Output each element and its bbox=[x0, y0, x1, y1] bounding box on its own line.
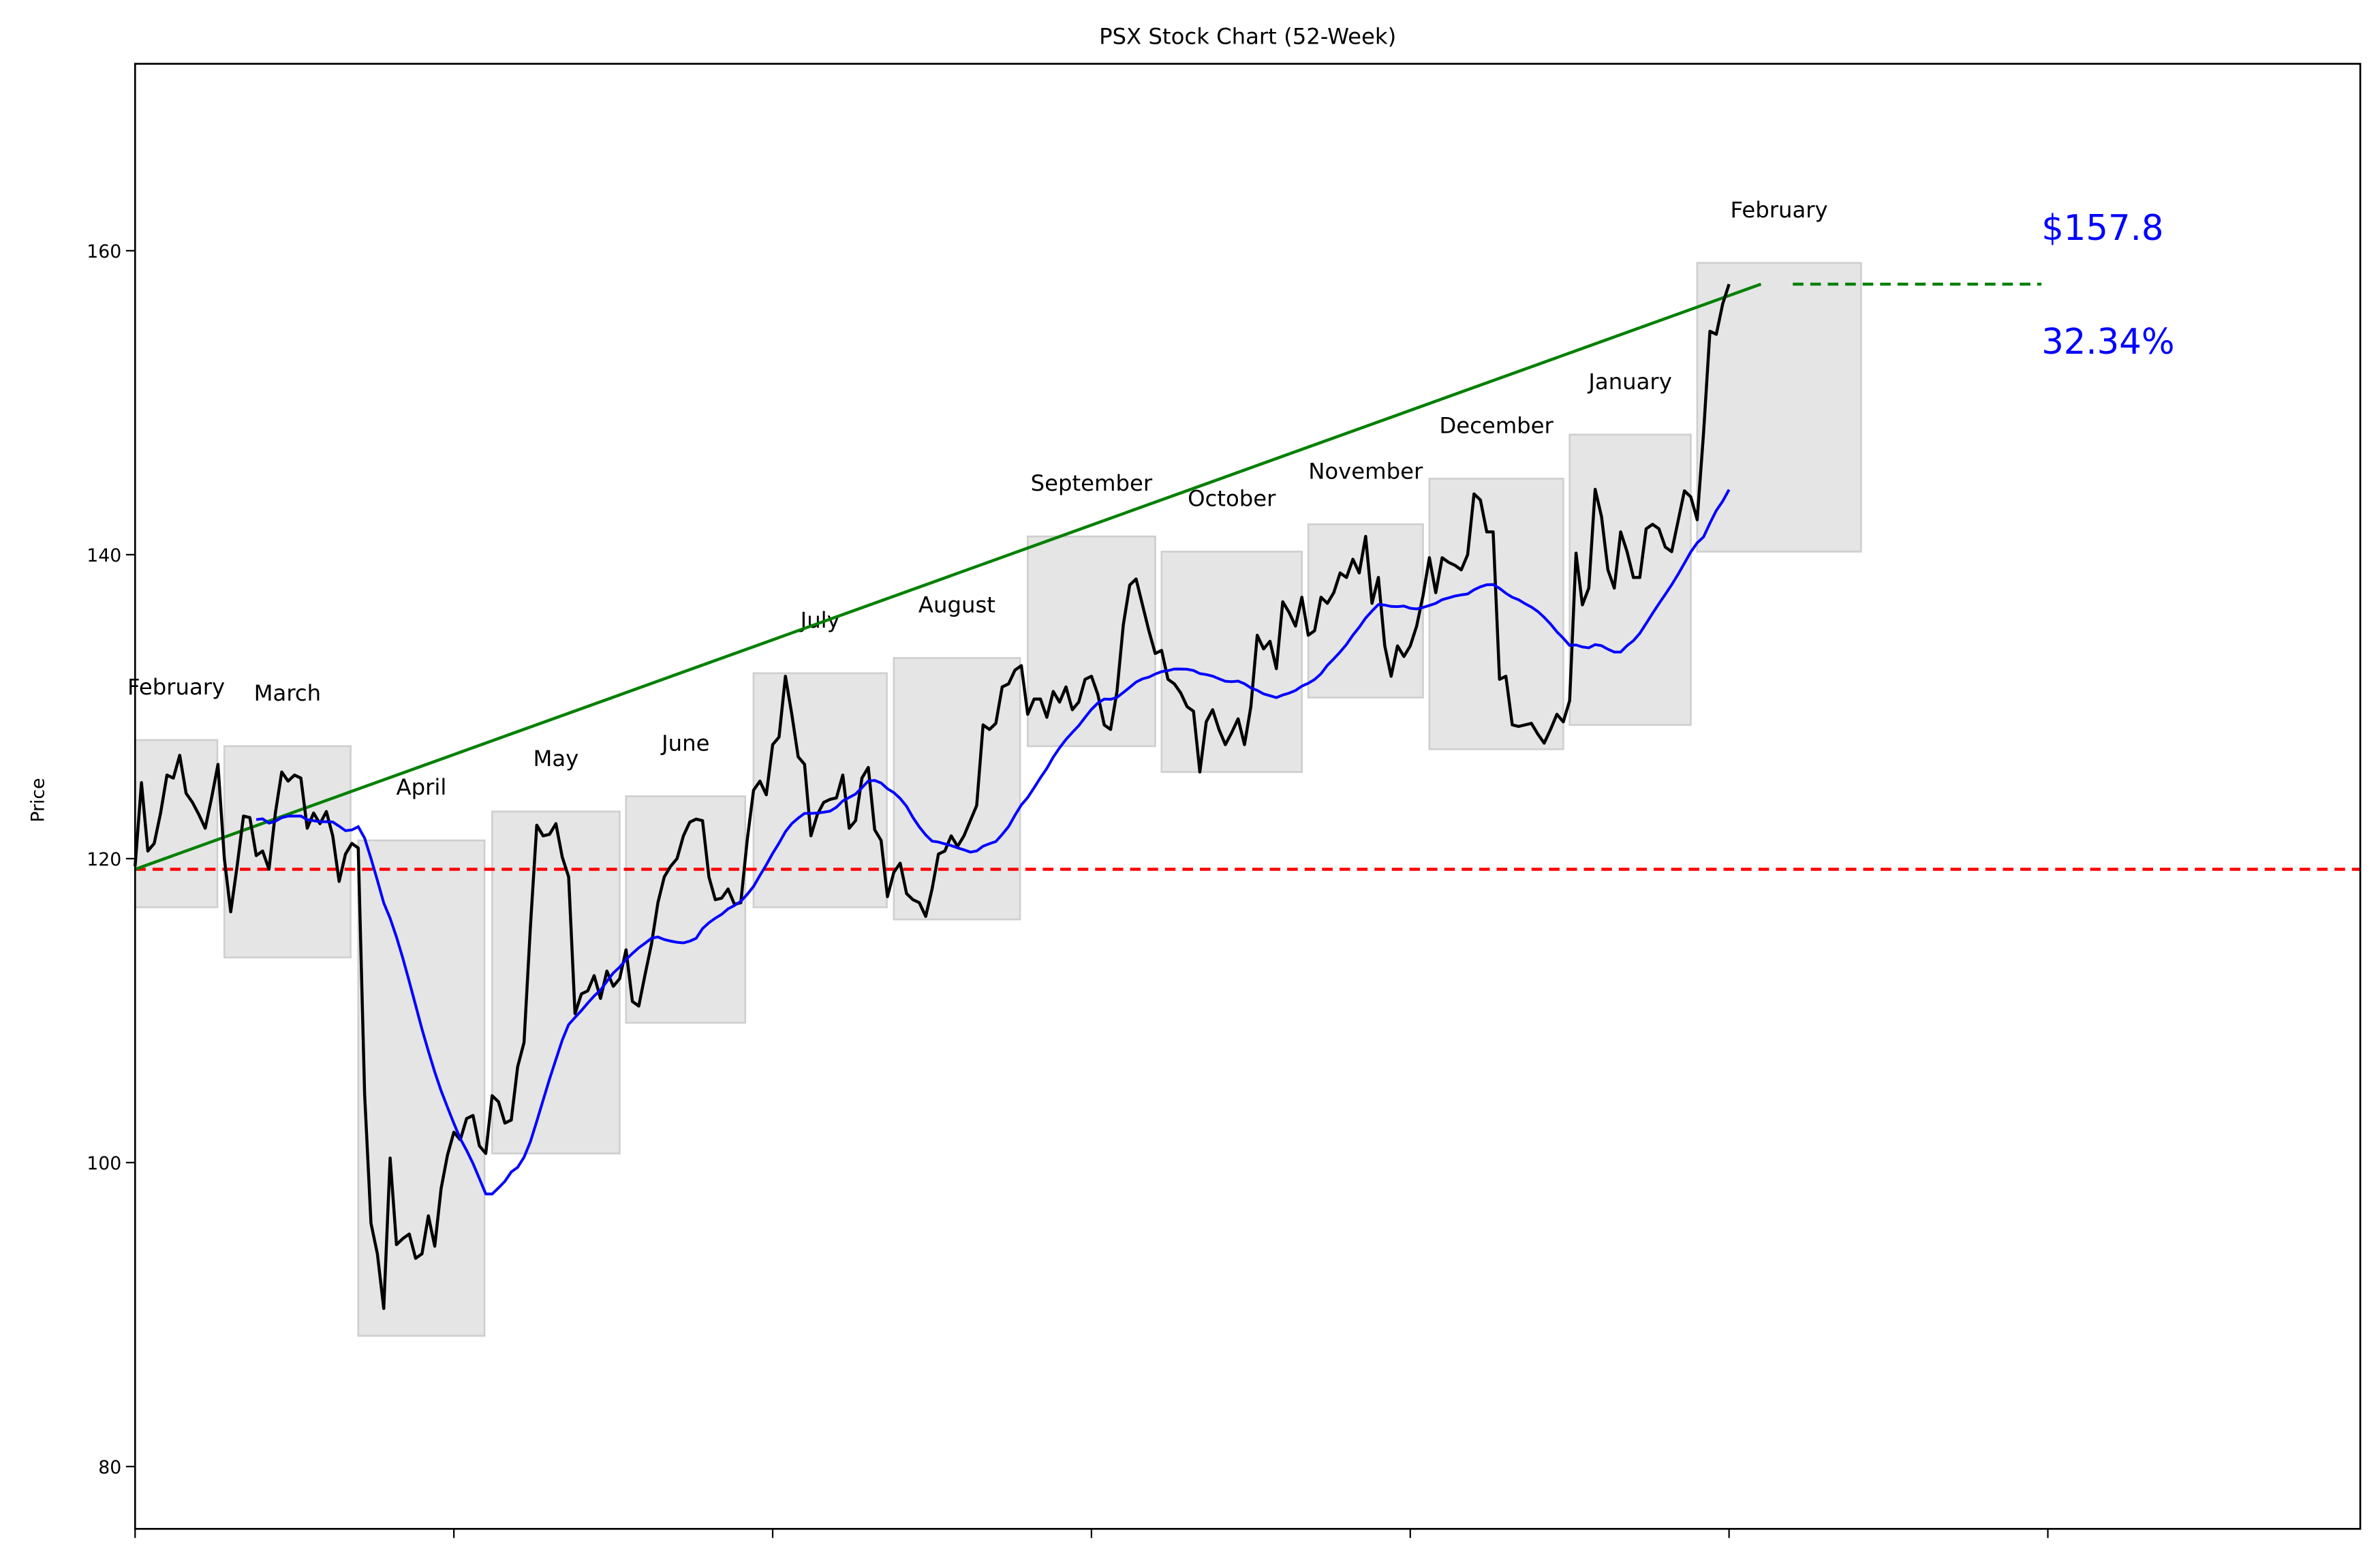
month-labels: February MarchAprilMayJuneJulyAugustSepte… bbox=[127, 197, 1828, 800]
y-tick-label: 120 bbox=[87, 849, 121, 870]
month-box-february bbox=[1696, 262, 1862, 553]
trend-line bbox=[134, 282, 1762, 871]
month-label: June bbox=[660, 731, 709, 756]
y-tick-label: 80 bbox=[98, 1457, 121, 1478]
month-label: February bbox=[127, 674, 225, 700]
month-label: March bbox=[254, 680, 321, 706]
month-box-may bbox=[491, 810, 621, 1154]
month-label: February bbox=[1731, 197, 1828, 223]
percent-change-annotation: 32.34% bbox=[2041, 322, 2174, 363]
y-tick-label: 100 bbox=[87, 1153, 121, 1174]
month-label: December bbox=[1439, 412, 1554, 438]
month-box-november bbox=[1307, 523, 1424, 699]
month-label: April bbox=[397, 774, 447, 800]
month-box-april bbox=[357, 839, 486, 1337]
month-label: January bbox=[1587, 369, 1671, 395]
month-label: October bbox=[1188, 486, 1276, 512]
month-box-october bbox=[1160, 551, 1303, 774]
axes: 80 100 120 140 160 bbox=[87, 63, 2362, 1538]
month-label: August bbox=[918, 592, 995, 618]
series-lines bbox=[134, 282, 2361, 1311]
month-box-july bbox=[752, 672, 888, 908]
month-label: November bbox=[1308, 458, 1423, 484]
y-tick-label: 140 bbox=[87, 545, 121, 566]
last-price-annotation: $157.8 bbox=[2041, 208, 2163, 249]
month-label: September bbox=[1031, 470, 1153, 496]
plot-frame bbox=[134, 63, 2362, 1530]
price-line bbox=[134, 284, 1731, 1311]
y-axis-label: Price bbox=[28, 778, 49, 822]
y-tick-label: 160 bbox=[87, 241, 121, 262]
month-label: May bbox=[533, 746, 578, 771]
moving-average-line bbox=[256, 489, 1731, 1195]
chart-title: PSX Stock Chart (52-Week) bbox=[1099, 24, 1396, 50]
